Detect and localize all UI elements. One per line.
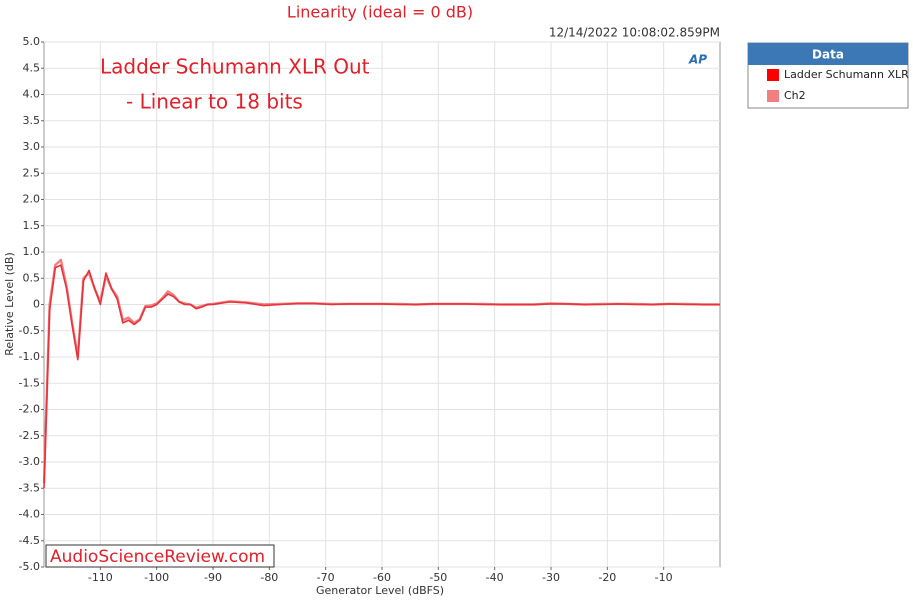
y-tick-label: 5.0 [23,35,41,48]
y-tick-label: -0.5 [19,324,40,337]
y-tick-label: -4.0 [19,508,40,521]
x-tick-label: -80 [260,571,278,584]
x-tick-label: -10 [655,571,673,584]
y-axis-label: Relative Level (dB) [3,252,16,356]
watermark: AudioScienceReview.com [50,547,265,567]
y-tick-label: 0.5 [23,271,41,284]
y-tick-label: -5.0 [19,560,40,573]
legend-swatch [767,69,779,81]
series-line [43,264,720,489]
y-tick-label: -2.0 [19,403,40,416]
x-tick-label: -70 [317,571,335,584]
x-tick-label: -110 [88,571,113,584]
y-tick-label: 4.5 [23,61,41,74]
y-tick-label: 2.5 [23,166,41,179]
x-tick-label: -50 [429,571,447,584]
legend-title: Data [812,48,844,62]
x-tick-label: -30 [542,571,560,584]
annotation: Ladder Schumann XLR Out [100,55,370,79]
legend-swatch [767,90,779,102]
y-tick-label: 1.0 [23,245,41,258]
y-tick-label: 3.0 [23,140,41,153]
y-tick-label: -1.0 [19,350,40,363]
y-tick-label: 3.5 [23,114,41,127]
y-tick-label: 2.0 [23,193,41,206]
x-axis-label: Generator Level (dBFS) [316,584,444,597]
y-tick-label: -1.5 [19,376,40,389]
y-tick-label: 1.5 [23,219,41,232]
y-tick-label: 4.0 [23,88,41,101]
y-tick-label: -3.0 [19,455,40,468]
legend-label: Ch2 [784,89,806,102]
x-tick-label: -20 [598,571,616,584]
y-tick-label: -3.5 [19,481,40,494]
x-tick-label: -90 [204,571,222,584]
x-tick-label: -100 [144,571,169,584]
logo: AP [688,53,707,67]
legend-label: Ladder Schumann XLR [784,68,909,81]
y-tick-label: 0 [33,298,40,311]
chart-title: Linearity (ideal = 0 dB) [287,3,473,22]
y-tick-label: -2.5 [19,429,40,442]
annotation: - Linear to 18 bits [126,90,303,114]
x-tick-label: -40 [486,571,504,584]
legend-header [748,43,908,65]
y-tick-label: -4.5 [19,534,40,547]
timestamp: 12/14/2022 10:08:02.859PM [549,26,720,40]
watermark-box [45,544,275,568]
x-tick-label: -60 [373,571,391,584]
